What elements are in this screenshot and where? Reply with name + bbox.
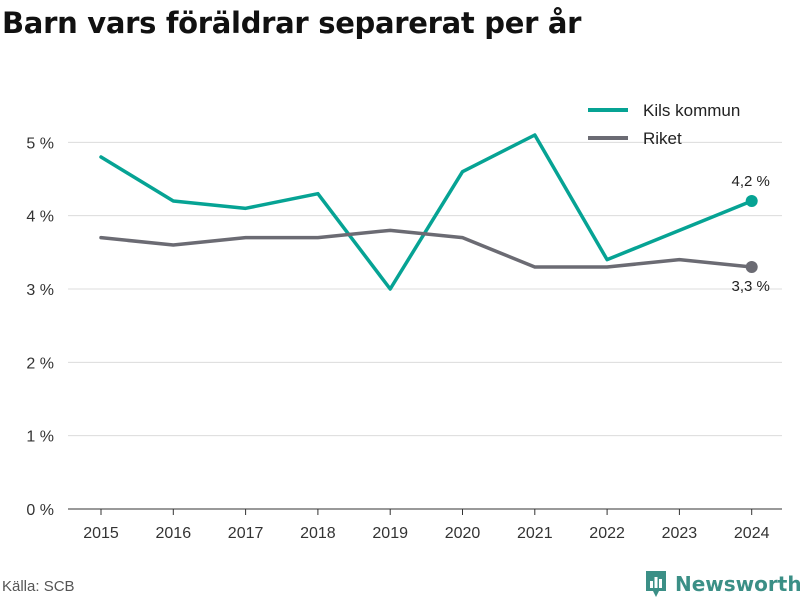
series-lines — [99, 133, 758, 291]
legend: Kils kommun Riket — [588, 101, 740, 148]
axes: 0 % 1 % 2 % 3 % 4 % 5 % 2015 2016 2017 2018 2019 20… — [26, 135, 782, 542]
gridlines — [68, 141, 782, 437]
legend-label: Riket — [643, 129, 682, 148]
source-note: Källa: SCB — [2, 578, 75, 595]
y-tick-label: 0 % — [26, 502, 54, 519]
x-tick-label: 2019 — [372, 525, 408, 542]
x-tick-label: 2024 — [734, 525, 770, 542]
legend-label: Kils kommun — [643, 101, 740, 120]
x-tick-label: 2020 — [445, 525, 481, 542]
end-marker — [745, 261, 758, 273]
y-tick-label: 5 % — [26, 135, 54, 152]
y-tick-label: 2 % — [26, 355, 54, 372]
end-value-label: 3,3 % — [732, 278, 770, 295]
y-tick-label: 1 % — [26, 429, 54, 446]
series-line-1 — [99, 228, 754, 269]
x-tick-label: 2018 — [300, 525, 336, 542]
brand-logo: Newsworthy — [644, 569, 800, 599]
chart-title: Barn vars föräldrar separerat per år — [2, 6, 582, 40]
end-marker — [745, 195, 758, 207]
y-tick-label: 3 % — [26, 282, 54, 299]
x-tick-label: 2016 — [156, 525, 192, 542]
newsworthy-logo-icon — [646, 571, 666, 597]
series-line-0 — [99, 133, 754, 291]
x-tick-label: 2015 — [83, 525, 119, 542]
y-tick-label: 4 % — [26, 209, 54, 226]
end-labels: 4,2 % 3,3 % — [732, 173, 770, 295]
x-tick-label: 2021 — [517, 525, 553, 542]
x-tick-label: 2022 — [589, 525, 625, 542]
brand-name: Newsworthy — [675, 572, 800, 596]
x-tick-label: 2023 — [662, 525, 698, 542]
x-tick-label: 2017 — [228, 525, 264, 542]
end-value-label: 4,2 % — [732, 173, 770, 190]
